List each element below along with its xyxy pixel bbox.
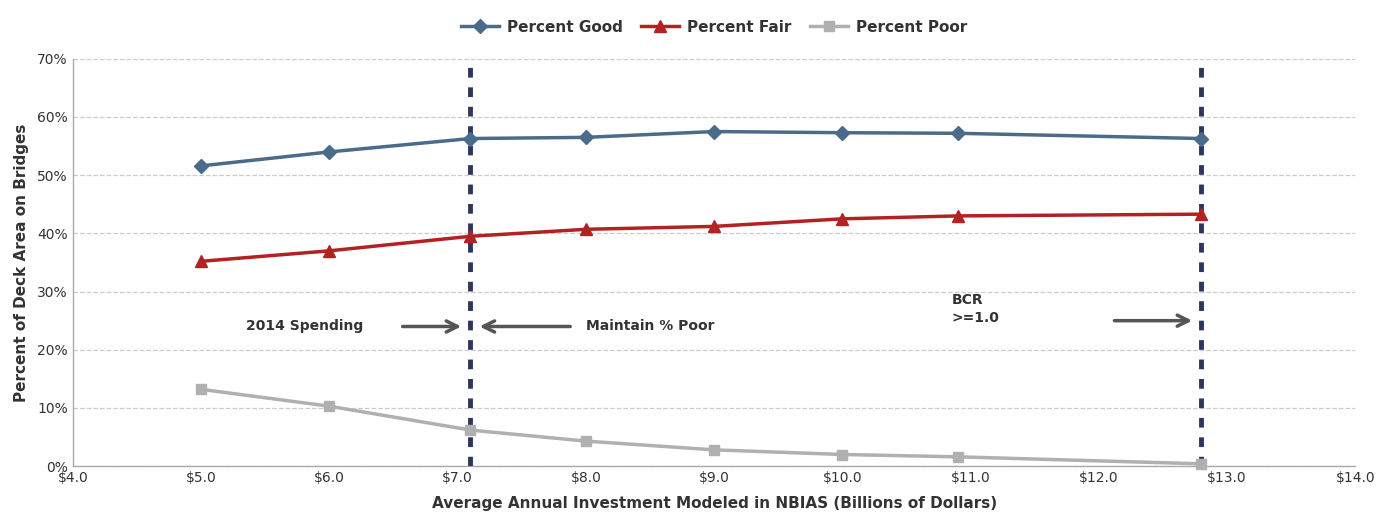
Text: 2014 Spending: 2014 Spending	[246, 320, 363, 333]
Y-axis label: Percent of Deck Area on Bridges: Percent of Deck Area on Bridges	[14, 123, 29, 402]
Text: BCR
>=1.0: BCR >=1.0	[951, 293, 999, 324]
Text: Maintain % Poor: Maintain % Poor	[586, 320, 714, 333]
X-axis label: Average Annual Investment Modeled in NBIAS (Billions of Dollars): Average Annual Investment Modeled in NBI…	[432, 496, 997, 511]
Legend: Percent Good, Percent Fair, Percent Poor: Percent Good, Percent Fair, Percent Poor	[456, 14, 974, 41]
